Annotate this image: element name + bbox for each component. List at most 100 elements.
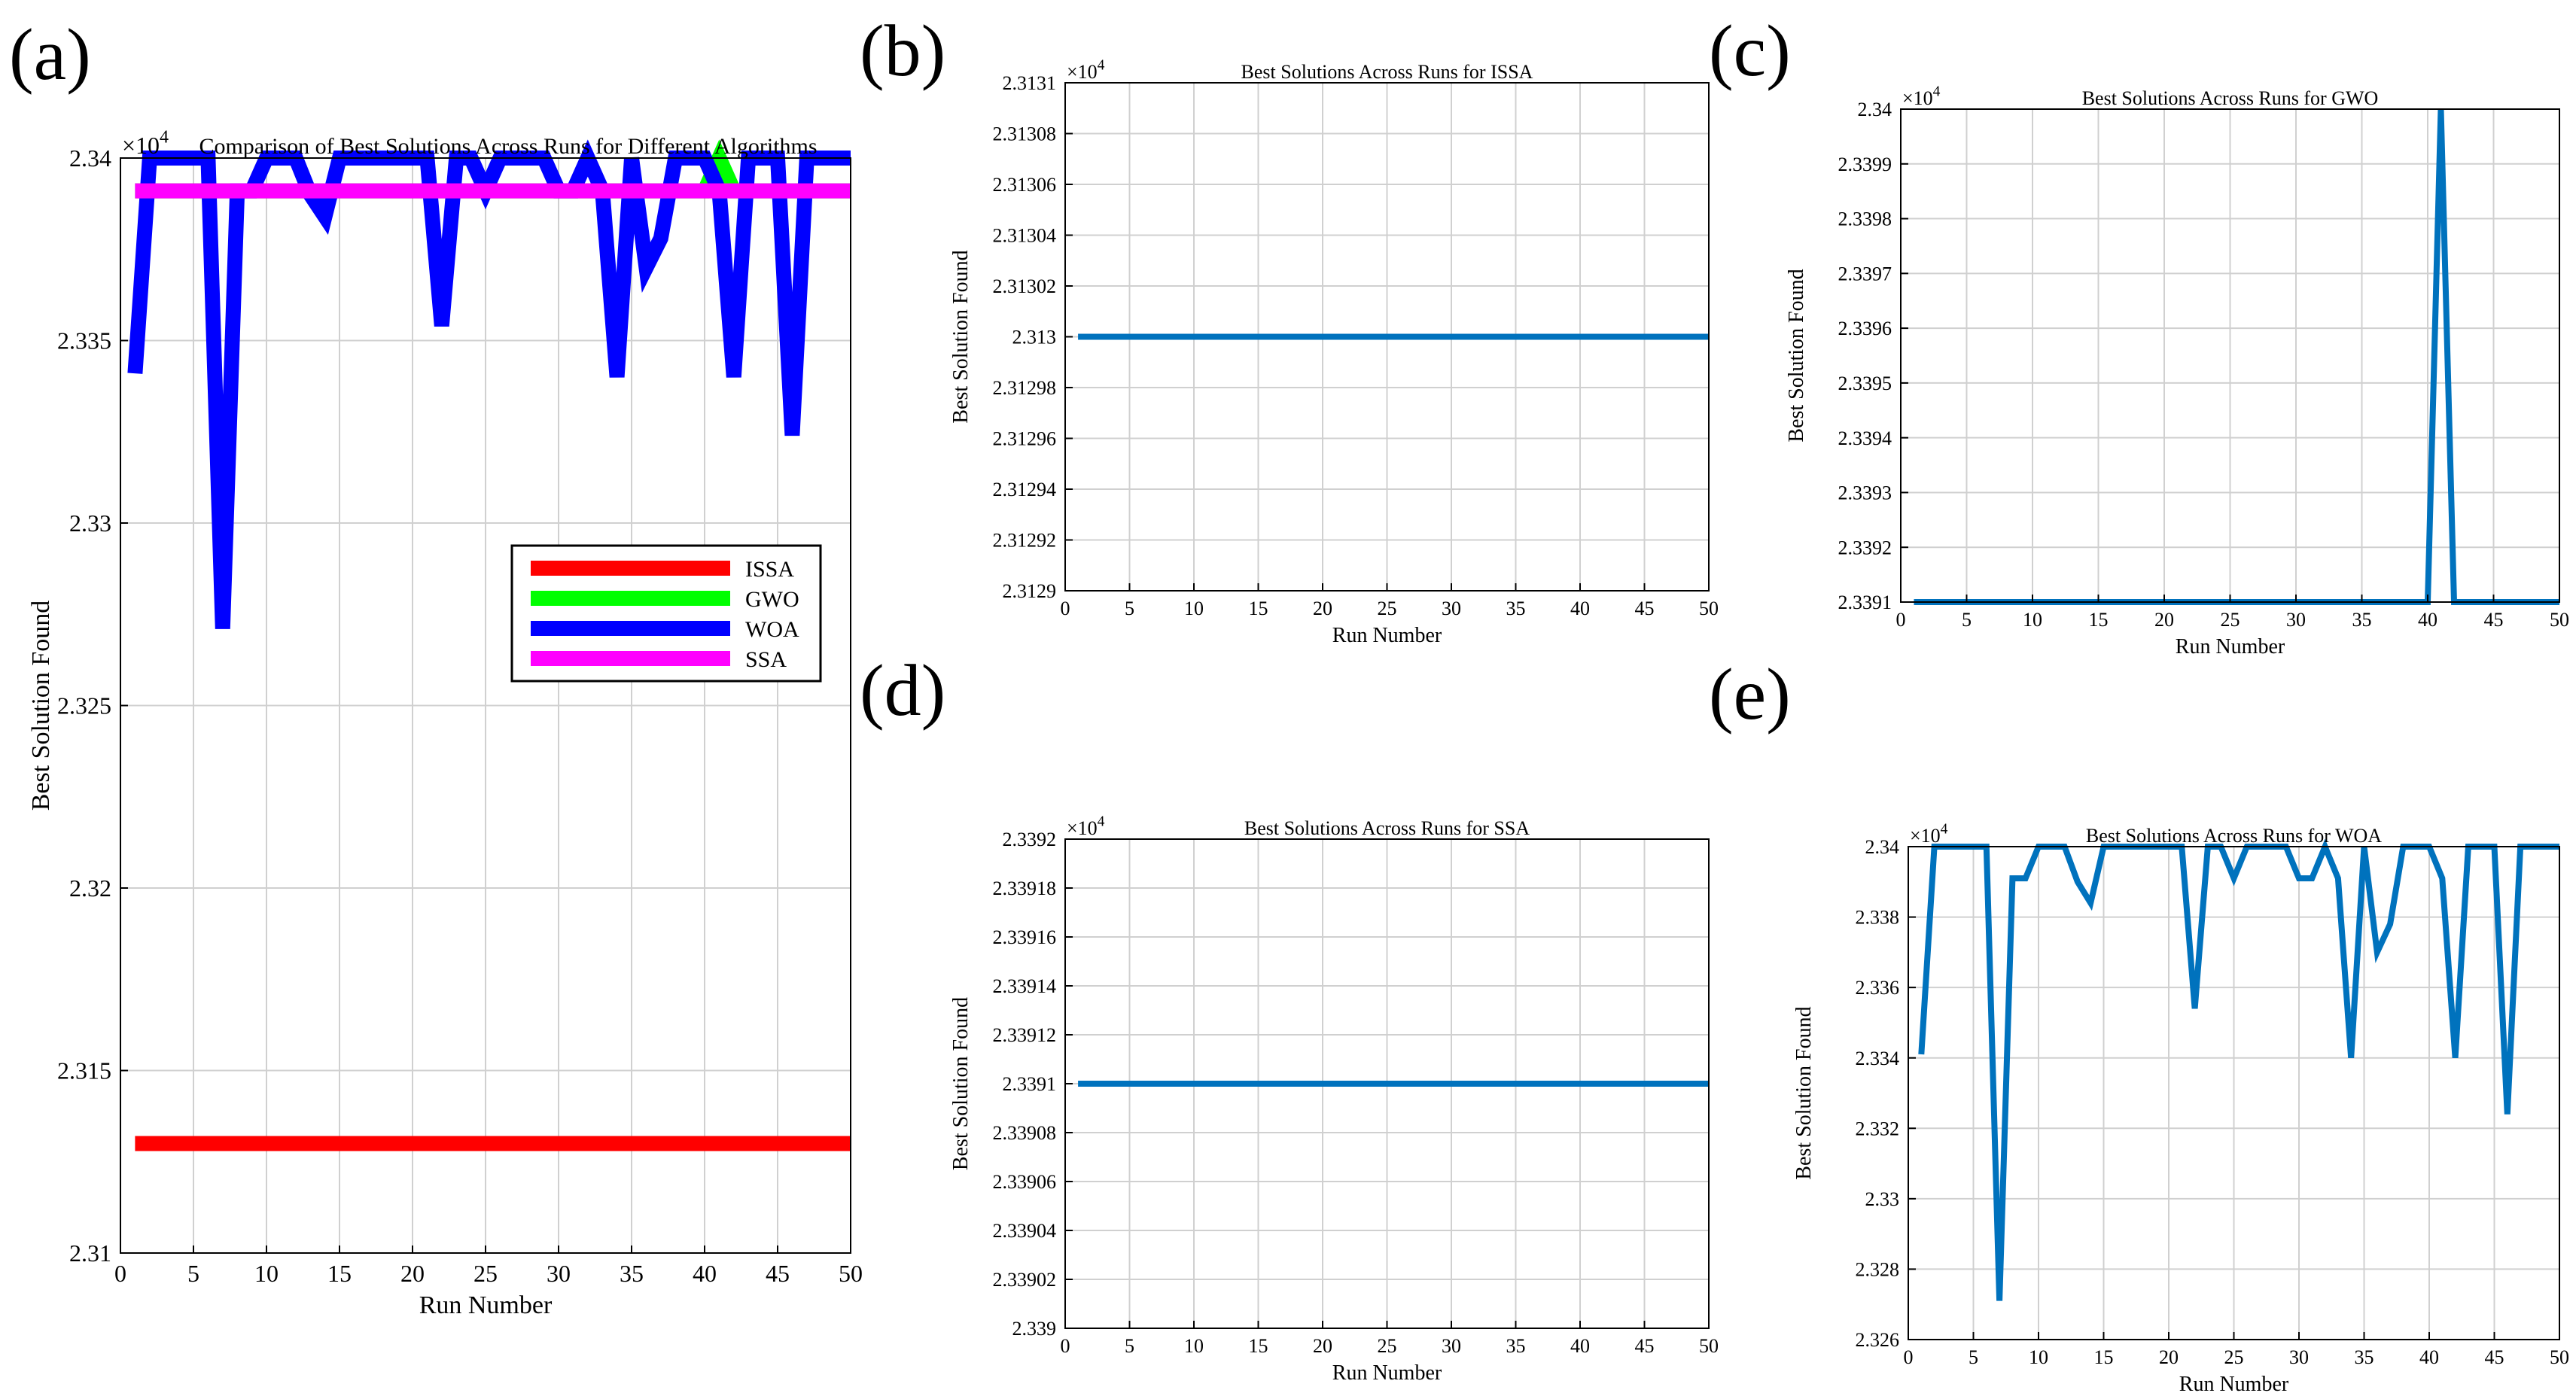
- y-tick-label: 2.3399: [1838, 154, 1892, 175]
- y-tick-label: 2.33914: [993, 975, 1057, 997]
- x-tick-label: 45: [1635, 598, 1655, 619]
- x-tick-label: 30: [547, 1260, 571, 1287]
- panel-label: (c): [1709, 11, 1791, 92]
- y-tick-label: 2.338: [1856, 907, 1900, 929]
- x-tick-label: 50: [2550, 609, 2569, 631]
- x-tick-label: 10: [254, 1260, 279, 1287]
- y-tick-label: 2.3392: [1838, 537, 1892, 558]
- panel-label: (d): [860, 650, 945, 731]
- x-tick-label: 10: [1184, 1335, 1204, 1357]
- x-tick-label: 40: [693, 1260, 717, 1287]
- exponent-label: ×104: [1067, 57, 1105, 83]
- panel-label: (e): [1709, 654, 1791, 735]
- x-tick-label: 20: [1313, 1335, 1332, 1357]
- y-tick-label: 2.3129: [1003, 580, 1057, 602]
- y-tick-label: 2.33918: [993, 877, 1057, 899]
- x-tick-label: 30: [1442, 1335, 1461, 1357]
- x-tick-label: 45: [2485, 1346, 2504, 1368]
- exponent-label: ×104: [1067, 814, 1105, 839]
- x-tick-label: 20: [2159, 1346, 2179, 1368]
- exponent-label: ×104: [1902, 84, 1941, 109]
- panel-2: (c) 0 5 10 15 20 25 30 35 40 45 50 2.3391 2.3392 2.339…: [1709, 11, 2569, 658]
- exponent-label: ×104: [1910, 821, 1948, 847]
- y-axis-label: Best Solution Found: [1792, 1006, 1816, 1179]
- x-tick-label: 20: [400, 1260, 425, 1287]
- y-tick-label: 2.31294: [993, 479, 1057, 500]
- x-tick-label: 0: [1061, 1335, 1070, 1357]
- x-axis-label: Run Number: [419, 1291, 553, 1319]
- y-tick-label: 2.34: [1858, 99, 1892, 120]
- panel-1: (b) 0 5 10 15 20 25 30 35 40 45 50 2.3129 2.31292 2.31…: [860, 11, 1719, 647]
- y-tick-label: 2.3391: [1838, 592, 1892, 613]
- y-tick-label: 2.31304: [993, 225, 1057, 247]
- y-tick-label: 2.3392: [1003, 829, 1057, 850]
- y-tick-label: 2.31302: [993, 275, 1057, 297]
- x-tick-label: 35: [1506, 1335, 1526, 1357]
- x-tick-label: 20: [1313, 598, 1332, 619]
- y-axis-label: Best Solution Found: [1785, 269, 1808, 442]
- x-tick-label: 10: [2023, 609, 2042, 631]
- y-tick-label: 2.3397: [1838, 263, 1892, 284]
- x-tick-label: 15: [327, 1260, 352, 1287]
- y-tick-label: 2.325: [57, 692, 111, 719]
- x-tick-label: 0: [1904, 1346, 1914, 1368]
- y-tick-label: 2.334: [1856, 1048, 1900, 1069]
- x-tick-label: 40: [2419, 1346, 2439, 1368]
- y-tick-label: 2.313: [1012, 327, 1057, 348]
- panel-0: (a) 0 5 10 15 20 25 30 35 40 45 50 2.31 2.315 2.32 2.32…: [9, 14, 863, 1319]
- chart-title: Comparison of Best Solutions Across Runs…: [199, 134, 817, 159]
- y-tick-label: 2.31308: [993, 123, 1057, 145]
- x-tick-label: 5: [1125, 598, 1134, 619]
- x-tick-label: 25: [2221, 609, 2240, 631]
- x-tick-label: 30: [1442, 598, 1461, 619]
- y-axis-label: Best Solution Found: [949, 997, 973, 1170]
- y-tick-label: 2.339: [1012, 1318, 1057, 1340]
- x-tick-label: 15: [2089, 609, 2109, 631]
- y-tick-label: 2.328: [1856, 1259, 1900, 1281]
- y-tick-label: 2.31: [69, 1239, 111, 1267]
- x-axis-label: Run Number: [1332, 1361, 1442, 1385]
- exponent-label: ×104: [122, 128, 169, 159]
- series-line-woa: [1918, 838, 2559, 1301]
- y-axis-label: Best Solution Found: [27, 601, 55, 811]
- x-tick-label: 5: [187, 1260, 199, 1287]
- x-tick-label: 50: [839, 1260, 863, 1287]
- x-tick-label: 30: [2286, 609, 2306, 631]
- y-tick-label: 2.3393: [1838, 482, 1892, 504]
- chart-title: Best Solutions Across Runs for WOA: [2086, 825, 2382, 847]
- y-tick-label: 2.3398: [1838, 208, 1892, 230]
- y-tick-label: 2.332: [1856, 1118, 1900, 1139]
- chart-title: Best Solutions Across Runs for GWO: [2082, 87, 2379, 109]
- x-tick-label: 45: [2484, 609, 2504, 631]
- x-tick-label: 50: [1699, 1335, 1719, 1357]
- legend-label-issa: ISSA: [745, 557, 794, 582]
- y-tick-label: 2.33904: [993, 1220, 1057, 1242]
- x-tick-label: 10: [2029, 1346, 2048, 1368]
- x-tick-label: 20: [2154, 609, 2174, 631]
- y-tick-label: 2.31306: [993, 174, 1057, 196]
- y-tick-label: 2.34: [69, 144, 111, 172]
- x-tick-label: 40: [1570, 598, 1590, 619]
- x-tick-label: 5: [1969, 1346, 1978, 1368]
- x-tick-label: 40: [1570, 1335, 1590, 1357]
- x-tick-label: 35: [2352, 609, 2372, 631]
- panel-label: (a): [9, 14, 91, 96]
- y-tick-label: 2.3131: [1003, 72, 1057, 94]
- y-tick-label: 2.326: [1856, 1329, 1900, 1351]
- x-tick-label: 35: [620, 1260, 644, 1287]
- y-tick-label: 2.34: [1865, 836, 1900, 858]
- y-tick-label: 2.335: [57, 327, 111, 354]
- y-tick-label: 2.3396: [1838, 318, 1892, 339]
- legend-label-ssa: SSA: [745, 647, 787, 672]
- x-axis-label: Run Number: [1332, 624, 1442, 647]
- x-tick-label: 45: [766, 1260, 790, 1287]
- chart-title: Best Solutions Across Runs for SSA: [1244, 817, 1530, 839]
- y-tick-label: 2.3395: [1838, 373, 1892, 394]
- panel-label: (b): [860, 11, 945, 92]
- x-tick-label: 50: [2550, 1346, 2569, 1368]
- legend-label-gwo: GWO: [745, 587, 799, 612]
- x-tick-label: 10: [1184, 598, 1204, 619]
- y-tick-label: 2.315: [57, 1057, 111, 1084]
- panel-3: (d) 0 5 10 15 20 25 30 35 40 45 50 2.339 2.33902 2.339…: [860, 650, 1719, 1385]
